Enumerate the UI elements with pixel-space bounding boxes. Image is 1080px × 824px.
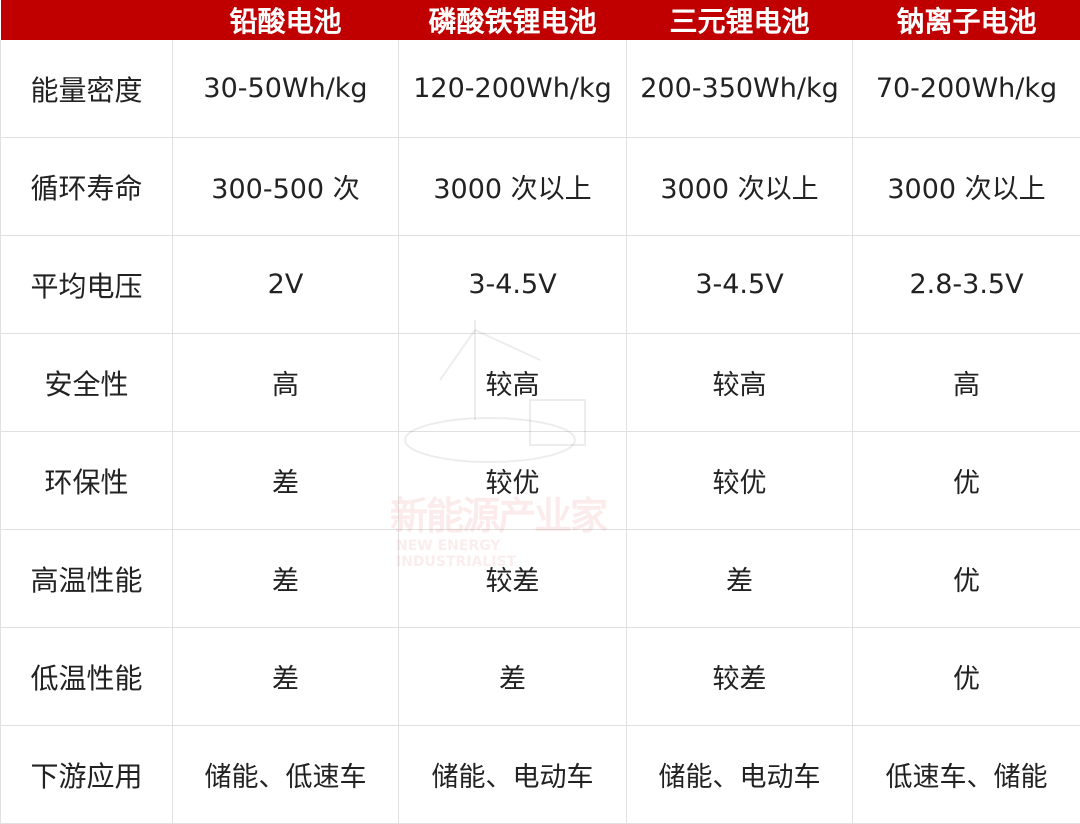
table-row: 环保性差较优较优优 (1, 432, 1080, 530)
table-cell: 较差 (627, 628, 853, 726)
table-cell: 高 (853, 334, 1080, 432)
table-cell: 3-4.5V (399, 236, 627, 334)
column-header: 钠离子电池 (853, 0, 1080, 40)
table-cell: 300-500 次 (173, 138, 399, 236)
table-row: 低温性能差差较差优 (1, 628, 1080, 726)
row-header: 循环寿命 (1, 138, 173, 236)
table-cell: 3000 次以上 (853, 138, 1080, 236)
row-header: 安全性 (1, 334, 173, 432)
table-cell: 储能、电动车 (627, 726, 853, 824)
row-header: 高温性能 (1, 530, 173, 628)
table-cell: 30-50Wh/kg (173, 40, 399, 138)
table-cell: 较高 (399, 334, 627, 432)
table-cell: 较差 (399, 530, 627, 628)
table-cell: 3000 次以上 (399, 138, 627, 236)
table-cell: 较优 (627, 432, 853, 530)
table-cell: 3000 次以上 (627, 138, 853, 236)
table-cell: 差 (627, 530, 853, 628)
table-cell: 优 (853, 432, 1080, 530)
table-cell: 200-350Wh/kg (627, 40, 853, 138)
column-header: 铅酸电池 (173, 0, 399, 40)
table-cell: 储能、电动车 (399, 726, 627, 824)
table-cell: 120-200Wh/kg (399, 40, 627, 138)
table-cell: 差 (173, 530, 399, 628)
header-corner (1, 0, 173, 40)
column-header: 三元锂电池 (627, 0, 853, 40)
table-row: 下游应用储能、低速车储能、电动车储能、电动车低速车、储能 (1, 726, 1080, 824)
row-header: 平均电压 (1, 236, 173, 334)
row-header: 环保性 (1, 432, 173, 530)
table-row: 高温性能差较差差优 (1, 530, 1080, 628)
table-cell: 2V (173, 236, 399, 334)
row-header: 低温性能 (1, 628, 173, 726)
table-row: 安全性高较高较高高 (1, 334, 1080, 432)
table-cell: 3-4.5V (627, 236, 853, 334)
table-cell: 优 (853, 628, 1080, 726)
table-cell: 差 (399, 628, 627, 726)
row-header: 能量密度 (1, 40, 173, 138)
table-cell: 2.8-3.5V (853, 236, 1080, 334)
table-cell: 较高 (627, 334, 853, 432)
table-cell: 差 (173, 432, 399, 530)
table-cell: 优 (853, 530, 1080, 628)
table-cell: 低速车、储能 (853, 726, 1080, 824)
table-cell: 差 (173, 628, 399, 726)
header-row: 铅酸电池磷酸铁锂电池三元锂电池钠离子电池 (1, 0, 1080, 40)
table-cell: 高 (173, 334, 399, 432)
table-cell: 储能、低速车 (173, 726, 399, 824)
table-cell: 较优 (399, 432, 627, 530)
table-cell: 70-200Wh/kg (853, 40, 1080, 138)
column-header: 磷酸铁锂电池 (399, 0, 627, 40)
row-header: 下游应用 (1, 726, 173, 824)
